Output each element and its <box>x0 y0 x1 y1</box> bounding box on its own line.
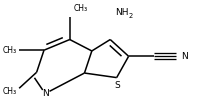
Text: NH: NH <box>115 8 128 17</box>
Text: CH₃: CH₃ <box>74 4 87 13</box>
Text: S: S <box>115 81 120 90</box>
Text: N: N <box>181 52 188 61</box>
Text: 2: 2 <box>129 13 133 19</box>
Text: CH₃: CH₃ <box>2 87 16 96</box>
Text: N: N <box>42 89 49 98</box>
Text: CH₃: CH₃ <box>2 46 16 55</box>
